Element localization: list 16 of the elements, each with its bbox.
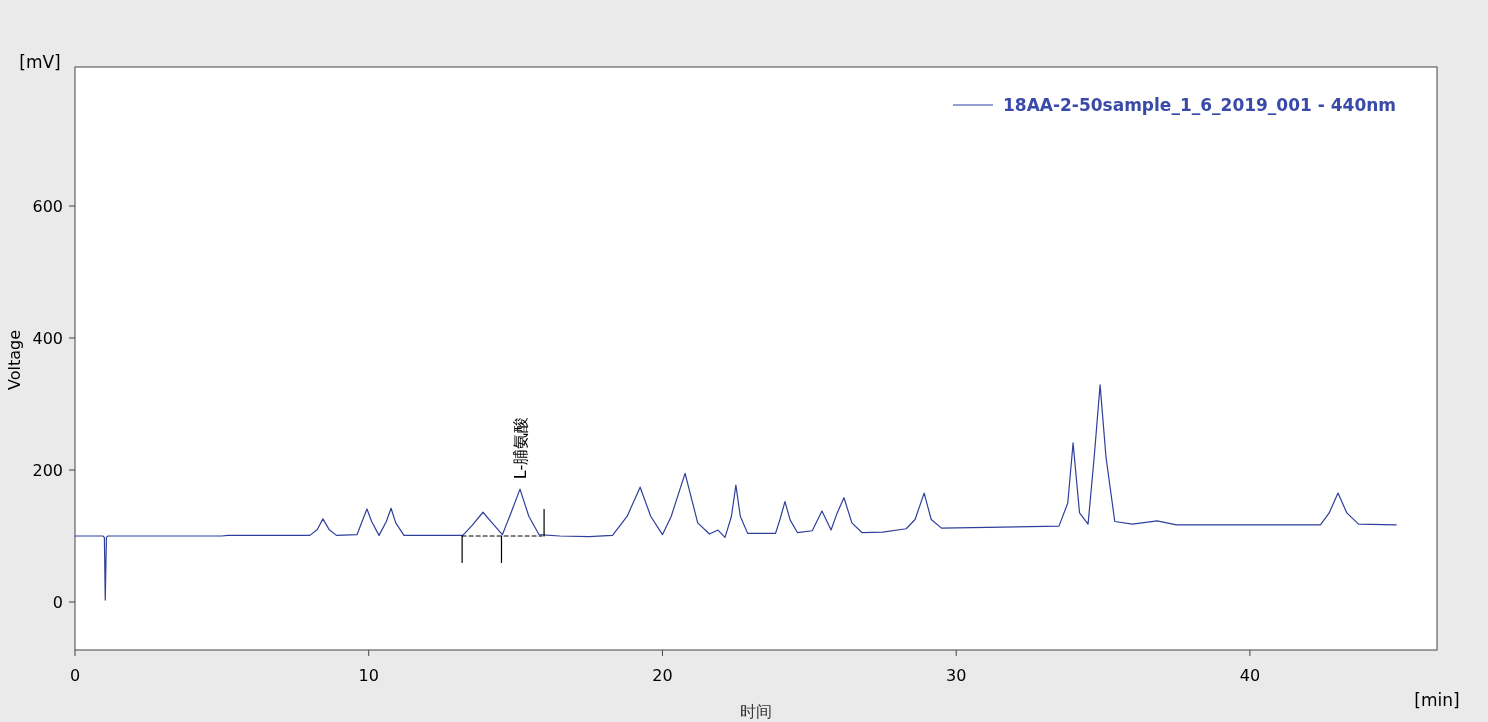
line-series <box>74 384 1397 601</box>
x-tick-label: 10 <box>358 666 379 685</box>
text: [mV] <box>19 52 61 72</box>
x-tick-label: 20 <box>652 666 673 685</box>
y-tick-label: 600 <box>32 197 63 216</box>
annotation: L-脯氨酸 <box>510 416 530 480</box>
x-tick-label: 30 <box>945 666 967 685</box>
y-tick-label: 0 <box>52 593 63 613</box>
y-tick-label: 400 <box>32 329 63 349</box>
text: [min] <box>1414 690 1460 710</box>
x-tick-label: 0 <box>69 666 81 685</box>
x-axis-title: 时间 <box>740 702 772 721</box>
x-tick-label: 40 <box>1239 666 1261 685</box>
y-tick-label: 200 <box>32 461 63 481</box>
legend-label: 18AA-2-50sample_1_6_2019_001 - 440nm <box>1003 95 1397 115</box>
y-axis-title: Voltage <box>5 329 24 391</box>
